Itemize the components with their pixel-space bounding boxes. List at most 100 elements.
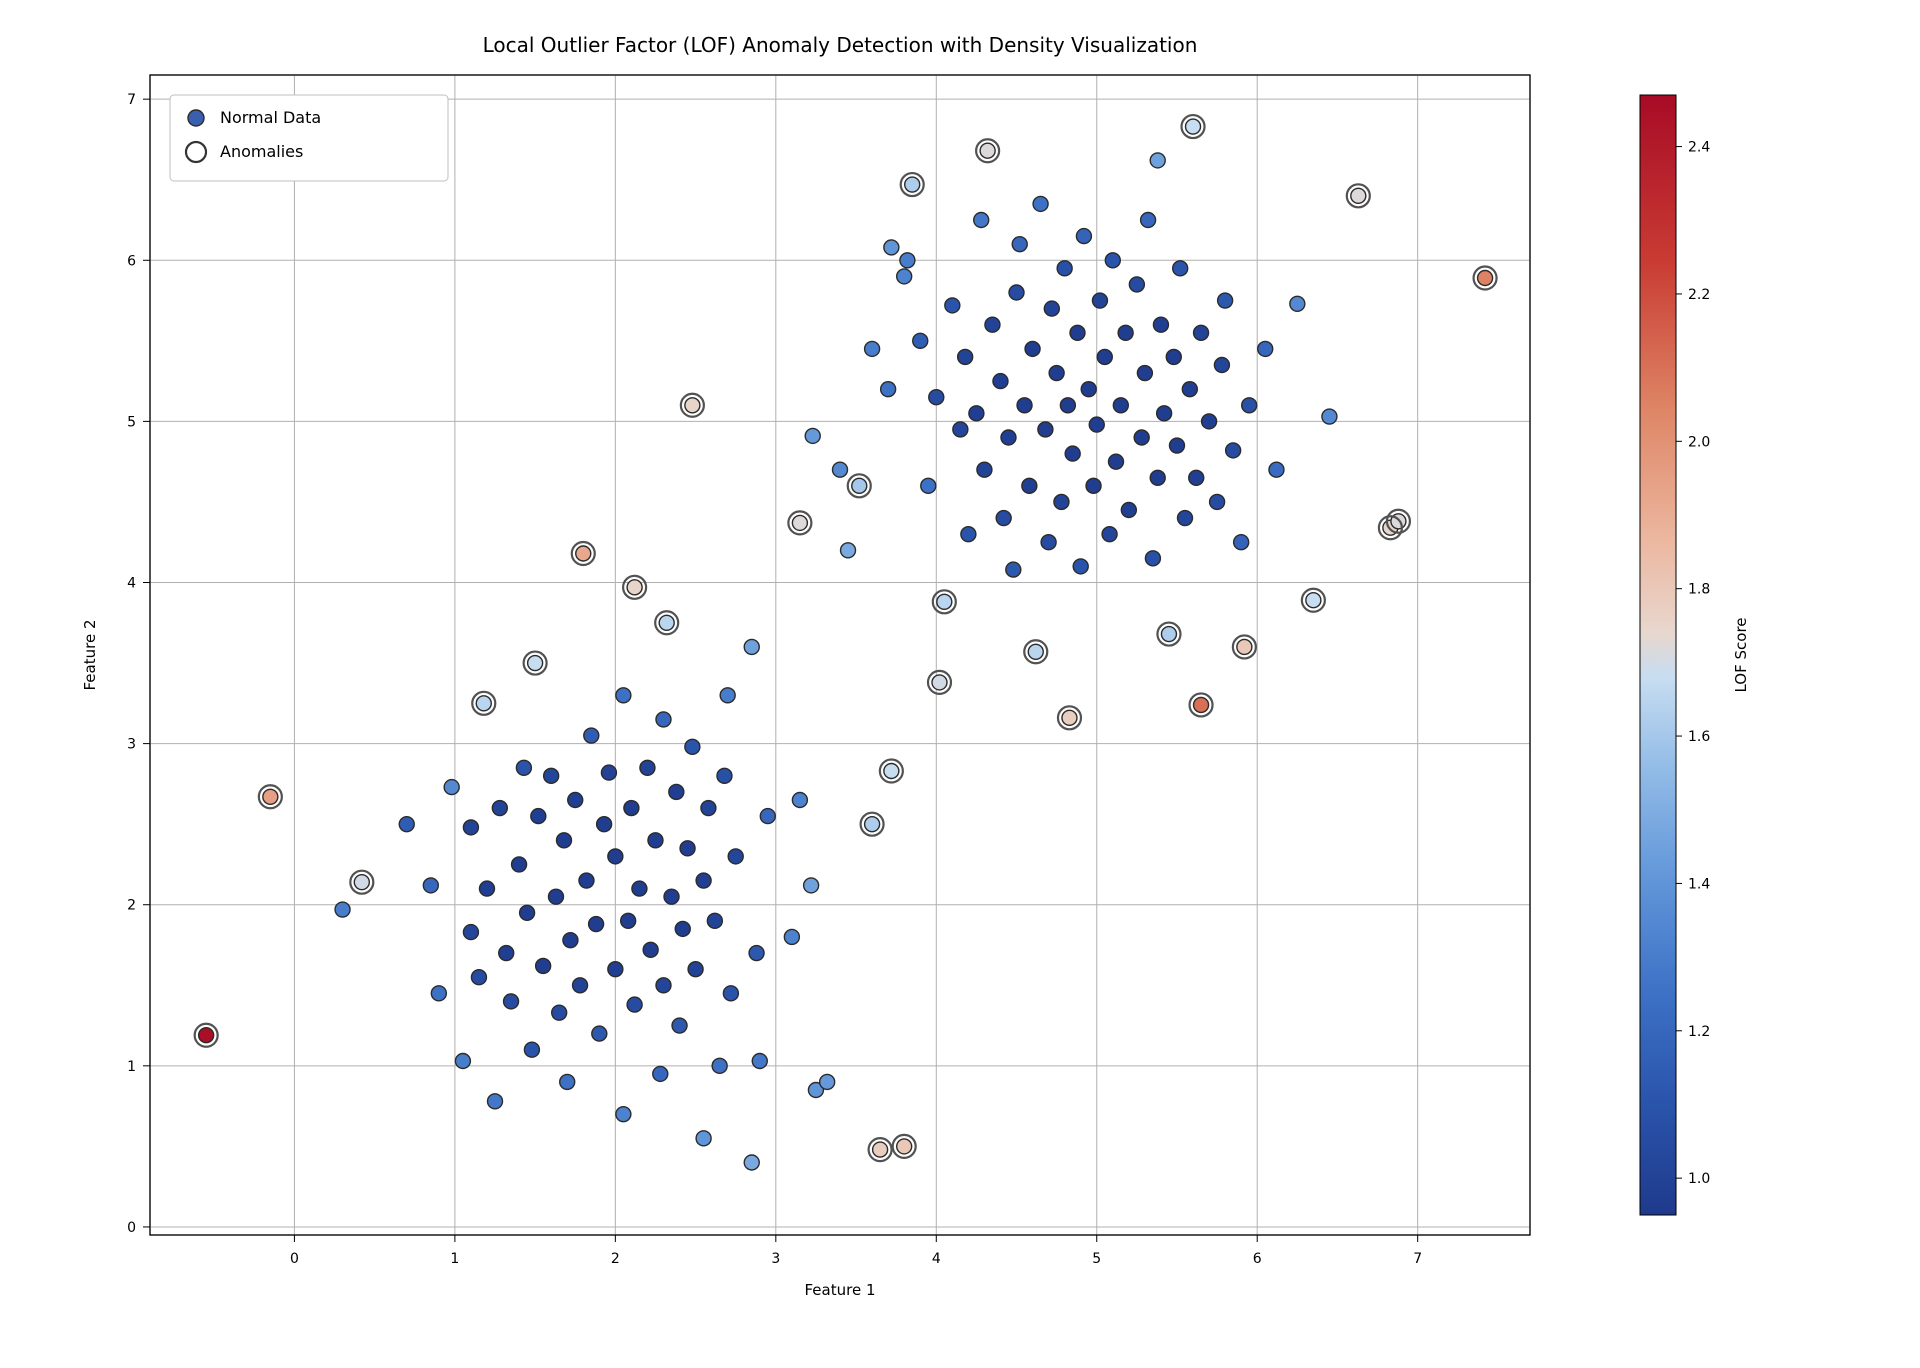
data-point <box>552 1005 567 1020</box>
data-point <box>1012 237 1027 252</box>
data-point <box>640 760 655 775</box>
y-tick-label: 1 <box>127 1059 136 1075</box>
legend-label: Normal Data <box>220 108 321 127</box>
data-point <box>865 341 880 356</box>
y-tick-label: 7 <box>127 92 136 108</box>
data-point <box>1478 271 1493 286</box>
data-point <box>1161 627 1176 642</box>
data-point <box>1076 229 1091 244</box>
data-point <box>980 143 995 158</box>
data-point <box>520 905 535 920</box>
data-point <box>560 1074 575 1089</box>
data-point <box>455 1054 470 1069</box>
data-point <box>524 1042 539 1057</box>
data-point <box>584 728 599 743</box>
data-point <box>1194 325 1209 340</box>
data-point <box>1306 593 1321 608</box>
data-point <box>688 962 703 977</box>
x-axis: 01234567 <box>290 1235 1422 1267</box>
data-point <box>723 986 738 1001</box>
data-point <box>664 889 679 904</box>
data-point <box>1290 296 1305 311</box>
data-point <box>669 784 684 799</box>
data-point <box>627 580 642 595</box>
data-point <box>512 857 527 872</box>
data-point <box>974 213 989 228</box>
data-point <box>784 929 799 944</box>
data-point <box>1121 503 1136 518</box>
data-point <box>616 1107 631 1122</box>
data-point <box>557 833 572 848</box>
data-point <box>648 833 663 848</box>
data-point <box>1214 358 1229 373</box>
colorbar: 1.01.21.41.61.82.02.22.4LOF Score <box>1640 95 1750 1215</box>
data-point <box>1070 325 1085 340</box>
data-point <box>656 712 671 727</box>
data-point <box>841 543 856 558</box>
data-point <box>488 1094 503 1109</box>
data-point <box>1137 366 1152 381</box>
data-point <box>1006 562 1021 577</box>
data-point <box>608 962 623 977</box>
data-point <box>624 801 639 816</box>
data-point <box>985 317 1000 332</box>
data-point <box>1060 398 1075 413</box>
data-point <box>1226 443 1241 458</box>
data-point <box>659 615 674 630</box>
data-point <box>1113 398 1128 413</box>
data-point <box>1150 470 1165 485</box>
data-point <box>1218 293 1233 308</box>
data-point <box>597 817 612 832</box>
data-point <box>492 801 507 816</box>
data-point <box>1234 535 1249 550</box>
data-point <box>1092 293 1107 308</box>
data-point <box>479 881 494 896</box>
data-point <box>921 478 936 493</box>
data-point <box>792 793 807 808</box>
data-point <box>897 1139 912 1154</box>
x-tick-label: 5 <box>1092 1251 1101 1267</box>
data-point <box>1054 494 1069 509</box>
data-point <box>199 1028 214 1043</box>
data-point <box>672 1018 687 1033</box>
y-tick-label: 0 <box>127 1220 136 1236</box>
data-point <box>1166 349 1181 364</box>
data-point <box>463 820 478 835</box>
data-point <box>833 462 848 477</box>
data-point <box>1001 430 1016 445</box>
data-point <box>884 240 899 255</box>
data-point <box>592 1026 607 1041</box>
data-point <box>685 398 700 413</box>
data-point <box>1202 414 1217 429</box>
data-point <box>1269 462 1284 477</box>
data-point <box>707 913 722 928</box>
data-point <box>805 428 820 443</box>
data-point <box>1073 559 1088 574</box>
colorbar-tick-label: 1.0 <box>1688 1171 1710 1187</box>
data-point <box>354 875 369 890</box>
colorbar-label: LOF Score <box>1732 617 1750 692</box>
x-axis-label: Feature 1 <box>805 1281 876 1299</box>
data-point <box>335 902 350 917</box>
data-point <box>744 639 759 654</box>
data-point <box>1157 406 1172 421</box>
x-tick-label: 1 <box>450 1251 459 1267</box>
data-point <box>717 768 732 783</box>
data-point <box>961 527 976 542</box>
data-point <box>701 801 716 816</box>
data-point <box>720 688 735 703</box>
data-point <box>1258 341 1273 356</box>
data-point <box>1033 196 1048 211</box>
data-point <box>932 675 947 690</box>
x-tick-label: 0 <box>290 1251 299 1267</box>
data-point <box>969 406 984 421</box>
colorbar-tick-label: 2.2 <box>1688 287 1710 303</box>
data-point <box>528 656 543 671</box>
data-point <box>852 478 867 493</box>
data-point <box>444 780 459 795</box>
x-tick-label: 6 <box>1253 1251 1262 1267</box>
data-point <box>977 462 992 477</box>
data-point <box>873 1142 888 1157</box>
data-point <box>1044 301 1059 316</box>
data-point <box>1134 430 1149 445</box>
